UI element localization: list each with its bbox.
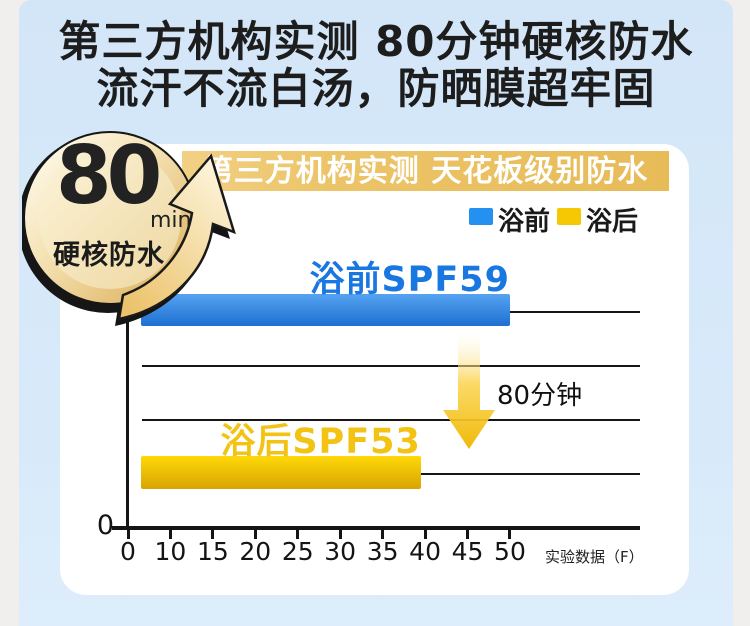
badge-art-icon — [22, 131, 236, 326]
x-tick-mark — [168, 530, 172, 539]
x-tick-mark — [508, 530, 512, 539]
badge-swoosh-arrow-icon — [117, 153, 236, 321]
gridline — [142, 419, 640, 421]
badge-inner-circle — [39, 147, 181, 289]
x-axis-line — [112, 526, 640, 530]
badge-unit: min — [150, 208, 192, 233]
drop-annotation: 80分钟 — [497, 381, 583, 411]
badge-caption: 硬核防水 — [53, 240, 165, 271]
x-tick-label: 45 — [451, 537, 484, 566]
legend-label-after-bath: 浴后 — [586, 207, 639, 237]
x-tick-mark — [296, 530, 300, 539]
down-arrow-icon — [443, 330, 495, 449]
x-tick-mark — [338, 530, 342, 539]
waterproof-badge: 80 min 硬核防水 — [22, 116, 246, 334]
gridline — [142, 365, 640, 367]
page-title-line2: 流汗不流白汤，防晒膜超牢固 — [96, 64, 656, 113]
x-tick-label: 25 — [281, 537, 314, 566]
page-title: 第三方机构实测 80分钟硬核防水 流汗不流白汤，防晒膜超牢固 — [19, 18, 733, 112]
x-tick-mark — [253, 530, 257, 539]
page-title-line1: 第三方机构实测 80分钟硬核防水 — [58, 17, 694, 66]
bar-before-bath — [141, 294, 510, 326]
x-tick-label: 30 — [324, 537, 357, 566]
y-axis-line — [126, 250, 129, 530]
legend-swatch-after-bath — [557, 208, 581, 225]
badge-number: 80 — [56, 129, 162, 222]
bar-after-bath — [141, 456, 421, 489]
x-tick-label: 35 — [366, 537, 399, 566]
legend-label-before-bath: 浴前 — [498, 207, 551, 237]
x-tick-label: 0 — [120, 537, 136, 566]
x-tick-label: 40 — [409, 537, 441, 566]
y-axis-origin-label: 0 — [96, 510, 114, 541]
legend-swatch-before-bath — [469, 208, 493, 225]
bar-label-after-bath: 浴后SPF53 — [220, 422, 421, 462]
x-axis-caption: 实验数据（F） — [545, 548, 644, 566]
x-tick-label: 10 — [154, 537, 187, 566]
x-tick-mark — [126, 530, 130, 539]
x-tick-mark — [423, 530, 427, 539]
x-tick-label: 15 — [196, 537, 229, 566]
bar-label-before-bath: 浴前SPF59 — [309, 260, 510, 300]
x-tick-mark — [211, 530, 215, 539]
chart-banner: 第三方机构实测 天花板级别防水 — [182, 151, 669, 191]
x-tick-mark — [466, 530, 470, 539]
x-tick-label: 50 — [494, 537, 526, 566]
x-tick-label: 20 — [239, 537, 272, 566]
x-tick-mark — [381, 530, 385, 539]
